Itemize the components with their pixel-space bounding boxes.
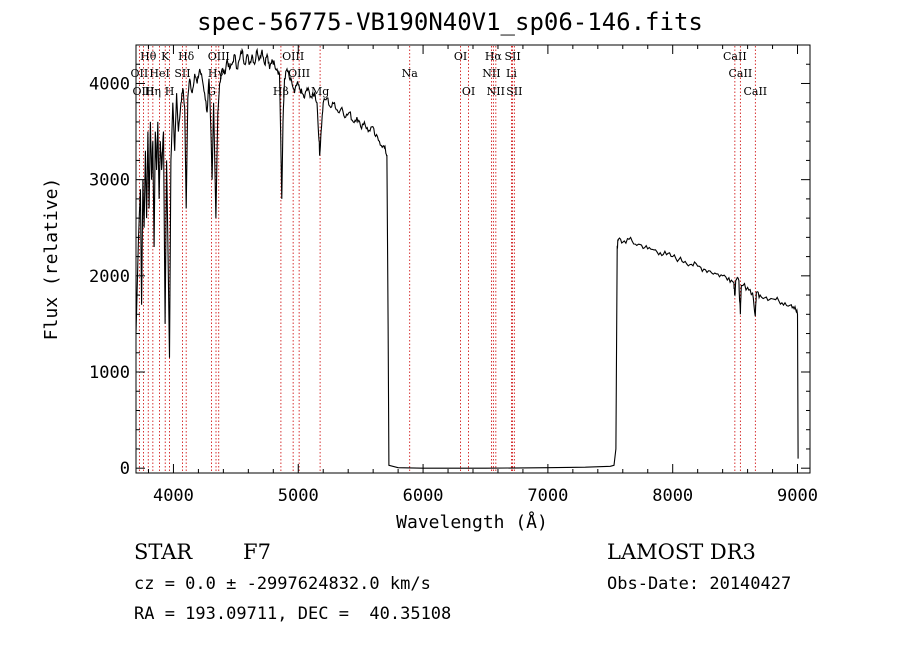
- line-marker-label-2: OIII: [132, 85, 154, 98]
- line-marker-label-11: G: [207, 85, 216, 98]
- object-class: STAR: [134, 540, 193, 564]
- spectrum-line: [135, 47, 799, 469]
- line-marker-label-19: Hα: [485, 50, 503, 63]
- line-marker-label-14: Hβ: [273, 85, 289, 98]
- object-subclass: F7: [243, 540, 271, 564]
- line-marker-label-18: OI: [462, 85, 475, 98]
- x-tick-label-8000: 8000: [652, 486, 693, 506]
- x-tick-label-7000: 7000: [527, 486, 568, 506]
- x-tick-label-5000: 5000: [278, 486, 319, 506]
- spectrum-line-group: [135, 47, 799, 469]
- line-marker-label-25: CaII: [723, 50, 747, 63]
- redshift-text: cz = 0.0 ± -2997624832.0 km/s: [134, 574, 431, 594]
- plot-frame: [135, 44, 811, 474]
- coordinates: RA = 193.09711, DEC = 40.35108: [134, 604, 452, 624]
- line-marker-label-10: Hγ: [208, 67, 225, 80]
- line-marker-label-3: Hη: [145, 85, 161, 98]
- x-tick-label-9000: 9000: [777, 486, 818, 506]
- line-marker-label-12: OIII: [282, 50, 304, 63]
- line-markers: [138, 46, 756, 472]
- chart-title: spec-56775-VB190N40V1_sp06-146.fits: [197, 8, 703, 36]
- line-marker-label-7: H: [165, 85, 175, 98]
- line-marker-label-21: NII: [487, 85, 505, 98]
- y-tick-label-3000: 3000: [89, 171, 130, 191]
- axis-ticks: 4000 5000 6000 7000 8000 9000 0 1000 2000 3000 400…: [89, 44, 818, 506]
- y-axis-label: Flux (relative): [41, 178, 62, 341]
- line-marker-label-6: SII: [174, 67, 190, 80]
- line-marker-label-27: CaII: [743, 85, 767, 98]
- x-tick-label-4000: 4000: [153, 486, 194, 506]
- line-marker-label-13: OIII: [288, 67, 310, 80]
- y-tick-label-1000: 1000: [89, 363, 130, 383]
- line-marker-label-22: SII: [504, 50, 520, 63]
- line-marker-label-4: HeI: [149, 67, 169, 80]
- survey-name: LAMOST DR3: [607, 540, 756, 564]
- y-tick-label-0: 0: [120, 459, 130, 479]
- y-tick-label-4000: 4000: [89, 74, 130, 94]
- line-marker-label-17: OI: [454, 50, 467, 63]
- y-tick-label-2000: 2000: [89, 267, 130, 287]
- x-tick-label-6000: 6000: [403, 486, 444, 506]
- line-marker-label-5: K: [161, 50, 170, 63]
- line-marker-label-16: Na: [402, 67, 419, 80]
- line-marker-label-0: Hθ: [140, 50, 157, 63]
- line-marker-label-8: Hδ: [178, 50, 195, 63]
- line-marker-label-9: OIII: [208, 50, 230, 63]
- line-marker-label-23: Li: [506, 67, 517, 80]
- line-marker-label-20: NII: [482, 67, 500, 80]
- obs-date: Obs-Date: 20140427: [607, 574, 792, 594]
- x-axis-label: Wavelength (Å): [396, 511, 548, 533]
- line-marker-label-26: CaII: [729, 67, 753, 80]
- line-marker-label-24: SII: [506, 85, 522, 98]
- line-marker-label-15: Mg: [311, 85, 329, 98]
- line-marker-label-1: OII: [131, 67, 149, 80]
